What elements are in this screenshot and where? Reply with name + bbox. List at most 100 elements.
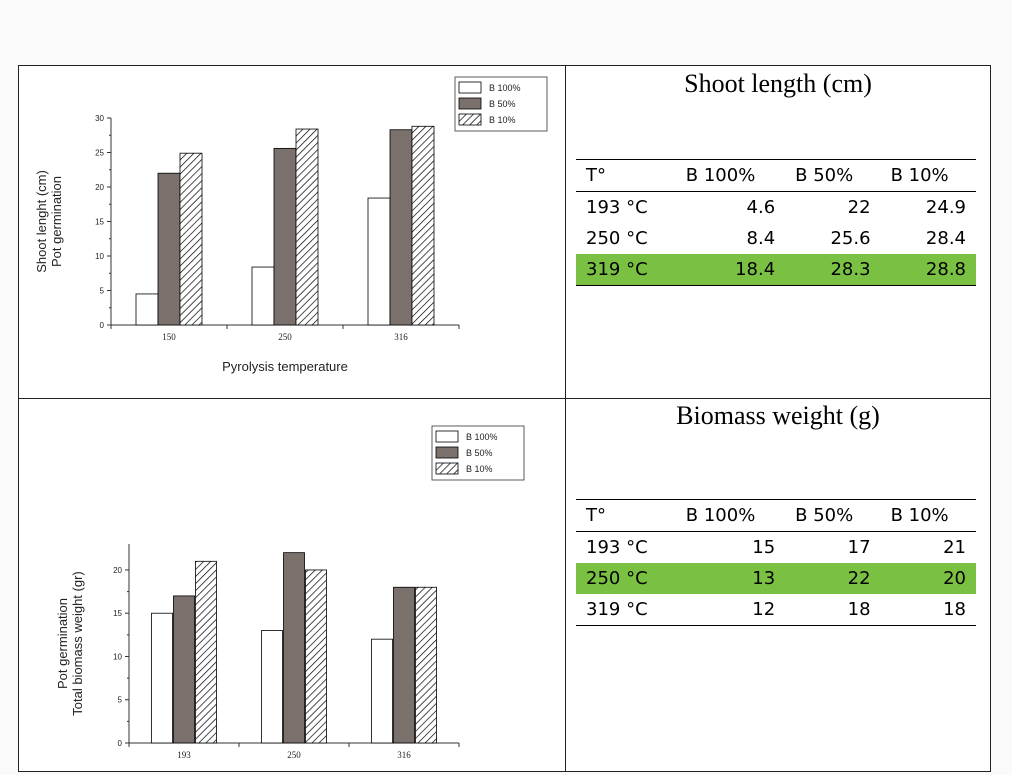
bar	[195, 560, 217, 744]
bar	[393, 586, 415, 744]
table-row: 250 °C 8.4 25.6 28.4	[576, 223, 976, 254]
table-header-row: T° B 100% B 50% B 10%	[576, 159, 976, 192]
table-row-highlighted: 319 °C 18.4 28.3 28.8	[576, 254, 976, 286]
table-row: 193 °C 4.6 22 24.9	[576, 192, 976, 224]
bar	[367, 197, 391, 326]
table-header-row: T° B 100% B 50% B 10%	[576, 499, 976, 532]
table-row-highlighted: 250 °C 13 22 20	[576, 563, 976, 594]
x-tick-label: 250	[278, 332, 292, 342]
table-header-cell: T°	[576, 499, 676, 532]
table-header-cell: B 100%	[675, 159, 786, 192]
y-tick-label: 5	[100, 287, 105, 296]
legend-label: B 10%	[489, 115, 516, 125]
y-tick-label: 10	[95, 252, 104, 261]
table-cell: 18	[880, 594, 976, 626]
legend-label: B 50%	[489, 99, 516, 109]
y-tick-label: 15	[113, 609, 122, 618]
divider-horizontal	[19, 398, 990, 399]
y-axis-label: Total biomass weight (gr)	[70, 571, 85, 716]
bar	[173, 595, 195, 744]
bar	[273, 147, 297, 326]
table-cell: 193 °C	[586, 537, 648, 558]
y-tick-label: 10	[113, 652, 122, 661]
y-tick-label: 20	[95, 183, 104, 192]
table-cell: 22	[847, 197, 871, 218]
table-cell: 28.8	[880, 254, 976, 286]
biomass-table-title: Biomass weight (g)	[676, 401, 880, 430]
legend-swatch	[458, 81, 482, 94]
shoot-length-chart-panel: 0 5 10 15 20 25 30 150 250 316 Pyrolysis temperatu…	[19, 66, 565, 398]
table-row: 319 °C 12 18 18	[576, 594, 976, 626]
table-cell: 250 °C	[576, 563, 676, 594]
table-cell: 319 °C	[576, 594, 676, 626]
table-cell: 193 °C	[586, 197, 648, 218]
figure-frame: 0 5 10 15 20 25 30 150 250 316 Pyrolysis temperatu…	[18, 65, 991, 772]
legend-swatch	[435, 430, 459, 443]
bar	[261, 630, 283, 744]
table-cell: 18	[785, 594, 881, 626]
y-tick-label: 25	[95, 149, 104, 158]
bar	[251, 266, 275, 326]
y-tick-label: 0	[100, 321, 105, 330]
x-tick-label: 193	[177, 750, 191, 760]
y-axis-label: Pot germination	[55, 598, 70, 689]
bar	[411, 125, 435, 326]
table-cell: 319 °C	[576, 254, 676, 286]
biomass-chart-panel: 05101520193250316Pyrolysis TemperaturePo…	[19, 399, 565, 771]
table-cell: 12	[675, 594, 786, 626]
y-tick-label: 5	[118, 696, 123, 705]
table-cell: 15	[752, 537, 776, 558]
y-tick-label: 30	[95, 114, 104, 123]
y-axis-label: Pot germination	[49, 176, 64, 267]
table-cell: 25.6	[830, 228, 871, 249]
table-cell: 22	[785, 563, 881, 594]
x-tick-label: 250	[287, 750, 301, 760]
y-tick-label: 0	[118, 739, 123, 748]
table-cell: 4.6	[746, 197, 776, 218]
bar	[389, 129, 413, 326]
y-axis-label: Shoot lenght (cm)	[34, 170, 49, 273]
legend: B 100% B 50% B 10%	[454, 76, 548, 132]
table-cell: 28.4	[925, 228, 966, 249]
shoot-length-chart: 0 5 10 15 20 25 30 150 250 316 Pyrolysis temperatu…	[34, 76, 548, 374]
shoot-length-table: T° B 100% B 50% B 10% 193 °C 4.6 22 24.9 250 °C 8…	[576, 159, 976, 286]
x-tick-label: 316	[397, 750, 411, 760]
legend-swatch	[435, 446, 459, 459]
legend-label: B 100%	[489, 83, 521, 93]
bar	[179, 152, 203, 326]
x-axis-label: Pyrolysis temperature	[222, 359, 348, 374]
table-cell: 21	[943, 537, 966, 558]
table-cell: 20	[880, 563, 976, 594]
bar	[415, 586, 437, 744]
table-header-cell: B 10%	[880, 499, 976, 532]
table-row: 193 °C 15 17 21	[576, 532, 976, 564]
table-cell: 250 °C	[586, 228, 648, 249]
legend-swatch	[435, 462, 459, 475]
legend-swatch	[458, 113, 482, 126]
table-cell: 8.4	[746, 228, 776, 249]
bar	[295, 128, 319, 326]
legend-label: B 50%	[466, 448, 493, 458]
table-header-cell: T°	[576, 159, 676, 192]
bar	[371, 638, 393, 744]
legend-label: B 10%	[466, 464, 493, 474]
y-tick-label: 15	[95, 218, 104, 227]
table-cell: 17	[847, 537, 871, 558]
bar	[135, 293, 159, 326]
x-tick-label: 150	[162, 332, 176, 342]
biomass-weight-table: T° B 100% B 50% B 10% 193 °C 15 17 21 250 °C 13 22…	[576, 499, 976, 626]
legend-swatch	[458, 97, 482, 110]
table-header-cell: B 10%	[880, 159, 976, 192]
divider-vertical	[565, 66, 566, 771]
legend: B 100% B 50% B 10%	[431, 425, 525, 481]
table-cell: 28.3	[785, 254, 881, 286]
table-header-cell: B 50%	[785, 159, 881, 192]
bar	[151, 612, 173, 744]
table-cell: 18.4	[675, 254, 786, 286]
bar	[157, 172, 181, 326]
bar	[283, 552, 305, 744]
legend-label: B 100%	[466, 432, 498, 442]
table-cell: 13	[675, 563, 786, 594]
biomass-weight-chart: 05101520193250316Pyrolysis TemperaturePo…	[55, 425, 525, 760]
table-cell: 24.9	[925, 197, 966, 218]
